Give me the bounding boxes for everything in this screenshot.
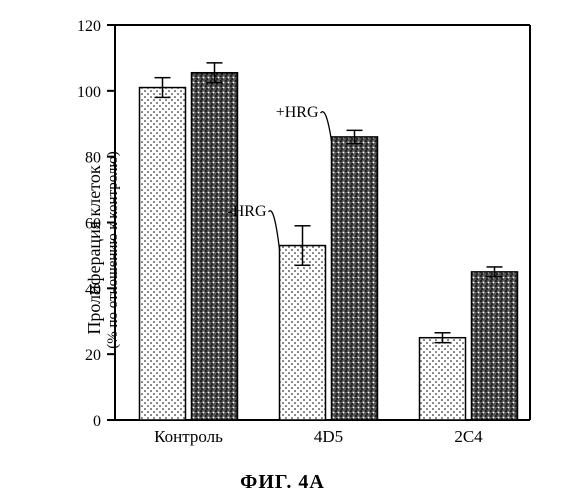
svg-text:120: 120 (77, 18, 101, 35)
figure-caption: ФИГ. 4А (0, 471, 565, 494)
x-tick-label: 2C4 (454, 427, 483, 446)
annotation-label: -HRG (227, 203, 267, 220)
bar (472, 272, 518, 420)
annotation-label: +HRG (276, 104, 319, 121)
x-tick-label: 4D5 (314, 427, 343, 446)
bar (140, 88, 186, 420)
svg-text:40: 40 (85, 281, 101, 298)
bar (332, 137, 378, 420)
x-tick-label: Контроль (154, 427, 223, 446)
svg-text:100: 100 (77, 84, 101, 101)
bar (192, 73, 238, 420)
figure-container: Пролиферация клеток (% по отношению к ко… (0, 0, 565, 500)
svg-text:0: 0 (93, 413, 101, 430)
bar-chart: 0 20 40 60 80 100 120 Контроль 4D5 2C4 +HRG -HRG (0, 0, 565, 470)
bar (420, 338, 466, 420)
svg-text:20: 20 (85, 347, 101, 364)
bar (280, 246, 326, 420)
svg-text:80: 80 (85, 150, 101, 167)
svg-text:60: 60 (85, 216, 101, 233)
